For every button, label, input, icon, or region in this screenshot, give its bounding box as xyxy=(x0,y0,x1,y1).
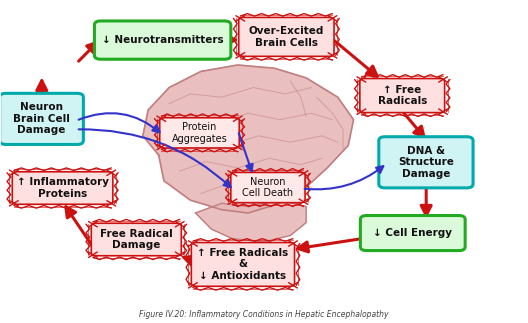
FancyBboxPatch shape xyxy=(361,215,465,251)
Text: Over-Excited
Brain Cells: Over-Excited Brain Cells xyxy=(249,26,324,48)
FancyBboxPatch shape xyxy=(0,93,83,144)
FancyBboxPatch shape xyxy=(191,243,295,286)
FancyBboxPatch shape xyxy=(360,78,445,113)
Text: ↑ Inflammatory
Proteins: ↑ Inflammatory Proteins xyxy=(16,177,109,199)
FancyBboxPatch shape xyxy=(95,21,231,59)
Text: ↓ Cell Energy: ↓ Cell Energy xyxy=(373,228,452,238)
Text: Protein
Aggregates: Protein Aggregates xyxy=(172,122,228,144)
Text: Neuron
Cell Death: Neuron Cell Death xyxy=(242,177,294,198)
Text: DNA &
Structure
Damage: DNA & Structure Damage xyxy=(398,146,454,179)
FancyBboxPatch shape xyxy=(12,172,113,204)
Text: ↓ Neurotransmitters: ↓ Neurotransmitters xyxy=(102,35,223,45)
Text: ↑ Free Radicals
&
↓ Antioxidants: ↑ Free Radicals & ↓ Antioxidants xyxy=(197,248,289,281)
Text: ↑ Free
Radicals: ↑ Free Radicals xyxy=(378,85,427,106)
Polygon shape xyxy=(143,65,354,213)
Text: Figure IV.20: Inflammatory Conditions in Hepatic Encephalopathy: Figure IV.20: Inflammatory Conditions in… xyxy=(139,310,389,319)
Text: Free Radical
Damage: Free Radical Damage xyxy=(100,229,173,250)
FancyBboxPatch shape xyxy=(160,118,239,148)
FancyBboxPatch shape xyxy=(379,137,473,188)
Polygon shape xyxy=(195,200,306,242)
FancyBboxPatch shape xyxy=(239,17,334,56)
Text: Neuron
Brain Cell
Damage: Neuron Brain Cell Damage xyxy=(13,102,70,135)
FancyBboxPatch shape xyxy=(231,172,305,203)
FancyBboxPatch shape xyxy=(91,223,181,256)
